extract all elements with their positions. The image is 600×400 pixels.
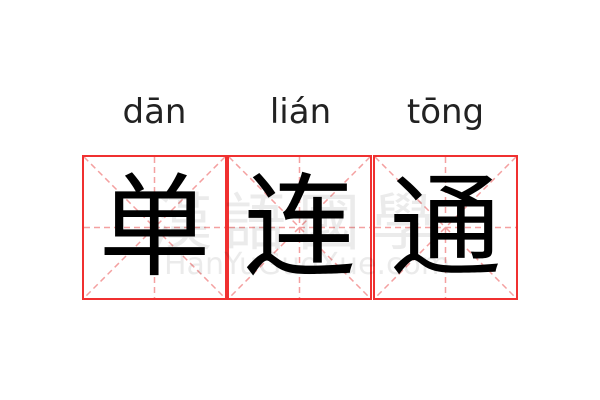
guide-lines	[229, 157, 370, 298]
guide-lines	[375, 157, 516, 298]
character-0: 单	[98, 162, 211, 293]
character-2: 通	[389, 162, 502, 293]
grid-cell-0: 单	[82, 155, 227, 300]
guide-lines	[84, 157, 225, 298]
pinyin-1: lián	[269, 92, 332, 132]
grid-cell-1: 连	[227, 155, 372, 300]
pinyin-0: dān	[122, 92, 187, 132]
grid-cell-2: 通	[373, 155, 518, 300]
pinyin-2: tōng	[406, 92, 485, 132]
character-1: 连	[243, 162, 356, 293]
character-grid: 单 连 通	[82, 155, 518, 300]
